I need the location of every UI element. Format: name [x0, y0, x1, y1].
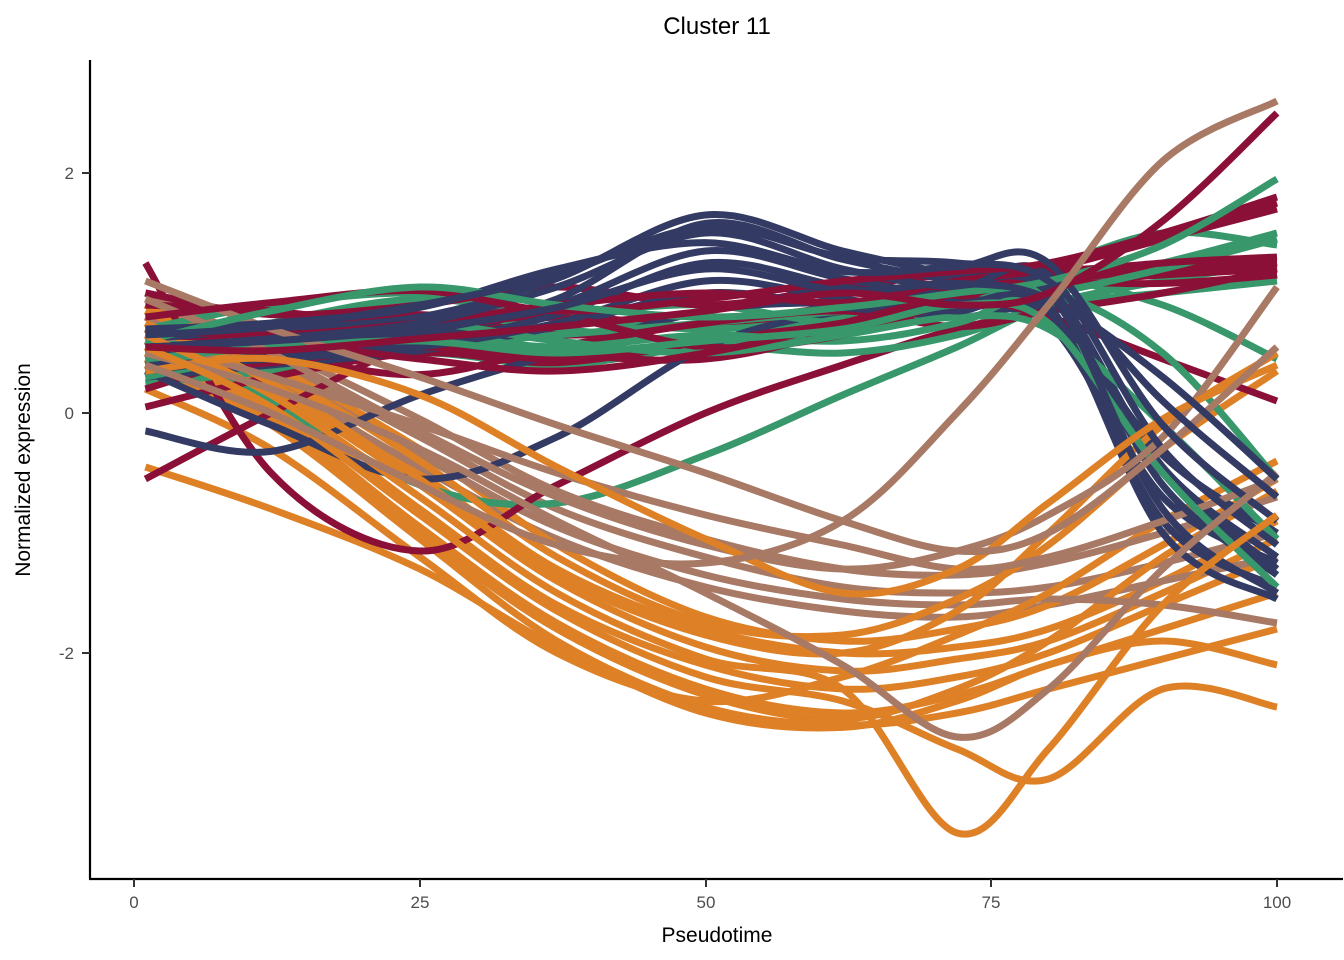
x-tick-label: 75 — [982, 893, 1001, 912]
x-tick-label: 50 — [697, 893, 716, 912]
gene-trajectory-line — [143, 361, 1278, 729]
x-tick-label: 25 — [411, 893, 430, 912]
gene-trajectory-line — [144, 97, 1279, 568]
y-axis-ticks: -2 0 2 — [59, 164, 90, 663]
gene-trajectory-line — [143, 343, 1278, 785]
trajectory-lines — [142, 97, 1280, 838]
x-tick-label: 0 — [129, 893, 138, 912]
x-tick-label: 100 — [1263, 893, 1291, 912]
gene-trajectory-line — [145, 223, 1280, 500]
y-tick-label: 2 — [65, 164, 74, 183]
y-tick-label: 0 — [65, 404, 74, 423]
y-axis-title: Normalized expression — [12, 363, 35, 577]
gene-trajectory-line — [144, 349, 1280, 741]
gene-trajectory-line — [144, 463, 1278, 732]
gene-trajectory-line — [143, 385, 1279, 706]
gene-trajectory-line — [144, 277, 1280, 556]
chart-title: Cluster 11 — [663, 13, 771, 40]
gene-trajectory-line — [145, 110, 1280, 355]
x-axis-title: Pseudotime — [662, 924, 773, 947]
gene-trajectory-line — [144, 337, 1279, 573]
gene-trajectory-line — [145, 265, 1280, 482]
x-axis-ticks: 0 25 50 75 100 — [129, 879, 1291, 912]
y-tick-label: -2 — [59, 644, 74, 663]
gene-trajectory-line — [145, 211, 1280, 596]
